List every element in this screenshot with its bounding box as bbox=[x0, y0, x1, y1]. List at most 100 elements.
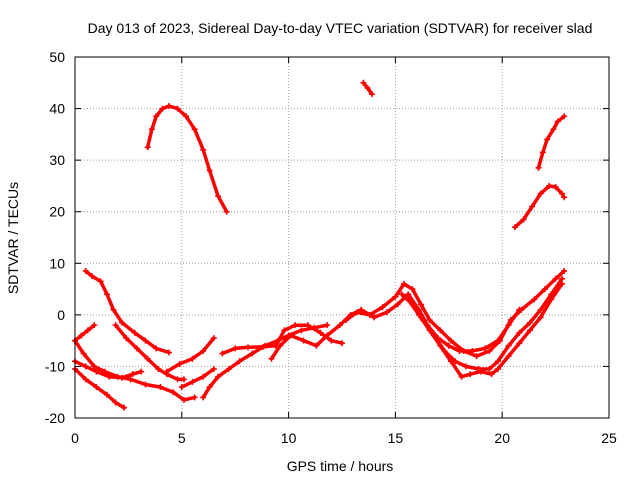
data-point-marker bbox=[93, 368, 100, 375]
data-point-marker bbox=[142, 337, 149, 344]
data-point-marker bbox=[405, 296, 412, 303]
data-point-marker bbox=[78, 332, 85, 339]
data-point-marker bbox=[200, 347, 207, 354]
series-line bbox=[83, 269, 171, 355]
data-point-marker bbox=[129, 371, 136, 378]
x-tick-label: 15 bbox=[388, 430, 404, 446]
data-point-marker bbox=[537, 190, 544, 197]
data-point-marker bbox=[268, 355, 275, 362]
data-point-marker bbox=[539, 149, 546, 156]
data-point-marker bbox=[507, 317, 514, 324]
data-point-marker bbox=[223, 208, 230, 215]
data-point-marker bbox=[544, 136, 551, 143]
data-point-marker bbox=[225, 366, 232, 373]
data-point-marker bbox=[200, 146, 207, 153]
data-point-marker bbox=[364, 84, 371, 91]
data-point-marker bbox=[324, 332, 331, 339]
data-point-marker bbox=[200, 373, 207, 380]
data-point-marker bbox=[394, 301, 401, 308]
data-point-marker bbox=[144, 144, 151, 151]
series-arc-11 bbox=[72, 366, 128, 411]
data-point-marker bbox=[531, 296, 538, 303]
data-point-marker bbox=[379, 304, 386, 311]
data-point-marker bbox=[89, 273, 96, 280]
data-point-marker bbox=[529, 203, 536, 210]
data-point-marker bbox=[131, 329, 138, 336]
data-point-marker bbox=[520, 216, 527, 223]
data-point-marker bbox=[148, 126, 155, 133]
x-tick-label: 5 bbox=[178, 430, 186, 446]
data-point-marker bbox=[153, 345, 160, 352]
series-arc-8 bbox=[163, 335, 217, 375]
data-point-marker bbox=[512, 224, 519, 231]
x-axis-label: GPS time / hours bbox=[287, 458, 394, 474]
data-point-marker bbox=[163, 368, 170, 375]
data-point-marker bbox=[300, 337, 307, 344]
data-point-marker bbox=[324, 322, 331, 329]
data-point-marker bbox=[548, 296, 555, 303]
data-point-marker bbox=[133, 345, 140, 352]
data-point-marker bbox=[304, 322, 311, 329]
data-point-marker bbox=[383, 309, 390, 316]
chart-title: Day 013 of 2023, Sidereal Day-to-day VTE… bbox=[88, 20, 593, 36]
data-point-marker bbox=[371, 314, 378, 321]
data-point-marker bbox=[437, 327, 444, 334]
data-point-marker bbox=[245, 344, 252, 351]
data-point-marker bbox=[494, 366, 501, 373]
data-point-marker bbox=[400, 280, 407, 287]
data-point-marker bbox=[561, 194, 568, 201]
y-tick-label: 0 bbox=[57, 307, 65, 323]
series-line bbox=[113, 323, 186, 382]
data-point-marker bbox=[488, 371, 495, 378]
data-point-marker bbox=[426, 317, 433, 324]
series-arc-2 bbox=[360, 79, 375, 98]
series-arc-18 bbox=[405, 280, 566, 380]
plot-frame bbox=[74, 56, 610, 419]
data-point-marker bbox=[91, 363, 98, 370]
data-point-marker bbox=[409, 286, 416, 293]
data-point-marker bbox=[526, 319, 533, 326]
data-point-marker bbox=[353, 309, 360, 316]
data-point-marker bbox=[336, 322, 343, 329]
data-point-marker bbox=[368, 91, 375, 98]
data-point-marker bbox=[277, 342, 284, 349]
data-point-marker bbox=[93, 384, 100, 391]
data-point-marker bbox=[200, 394, 207, 401]
data-point-marker bbox=[328, 337, 335, 344]
series-arc-1 bbox=[144, 102, 230, 215]
data-point-marker bbox=[155, 366, 162, 373]
data-point-marker bbox=[447, 337, 454, 344]
data-point-marker bbox=[104, 391, 111, 398]
data-point-marker bbox=[191, 394, 198, 401]
data-point-marker bbox=[178, 384, 185, 391]
data-point-marker bbox=[110, 306, 117, 313]
x-tick-label: 25 bbox=[601, 430, 617, 446]
data-point-marker bbox=[82, 376, 89, 383]
data-point-marker bbox=[118, 374, 125, 381]
data-point-marker bbox=[232, 345, 239, 352]
y-axis-label: SDTVAR / TECUs bbox=[5, 182, 21, 294]
data-point-marker bbox=[165, 349, 172, 356]
data-point-marker bbox=[550, 126, 557, 133]
series-arc-16 bbox=[343, 268, 568, 360]
y-tick-label: 20 bbox=[49, 204, 65, 220]
x-tick-label: 10 bbox=[281, 430, 297, 446]
data-point-marker bbox=[516, 329, 523, 336]
data-point-marker bbox=[82, 268, 89, 275]
data-point-marker bbox=[343, 317, 350, 324]
series-line bbox=[180, 367, 216, 389]
y-tick-label: 50 bbox=[49, 49, 65, 65]
data-point-marker bbox=[559, 280, 566, 287]
data-point-marker bbox=[460, 347, 467, 354]
axis-ticks: 0 5 10 15 20 25 -20 -10 0 10 20 30 40 50 bbox=[45, 49, 617, 446]
data-point-marker bbox=[215, 373, 222, 380]
data-point-marker bbox=[165, 102, 172, 109]
data-point-marker bbox=[118, 319, 125, 326]
series-line bbox=[73, 323, 96, 343]
series-line bbox=[73, 367, 126, 410]
data-point-marker bbox=[183, 113, 190, 120]
data-point-marker bbox=[104, 291, 111, 298]
data-point-marker bbox=[546, 182, 553, 189]
data-point-marker bbox=[97, 278, 104, 285]
data-point-marker bbox=[287, 332, 294, 339]
